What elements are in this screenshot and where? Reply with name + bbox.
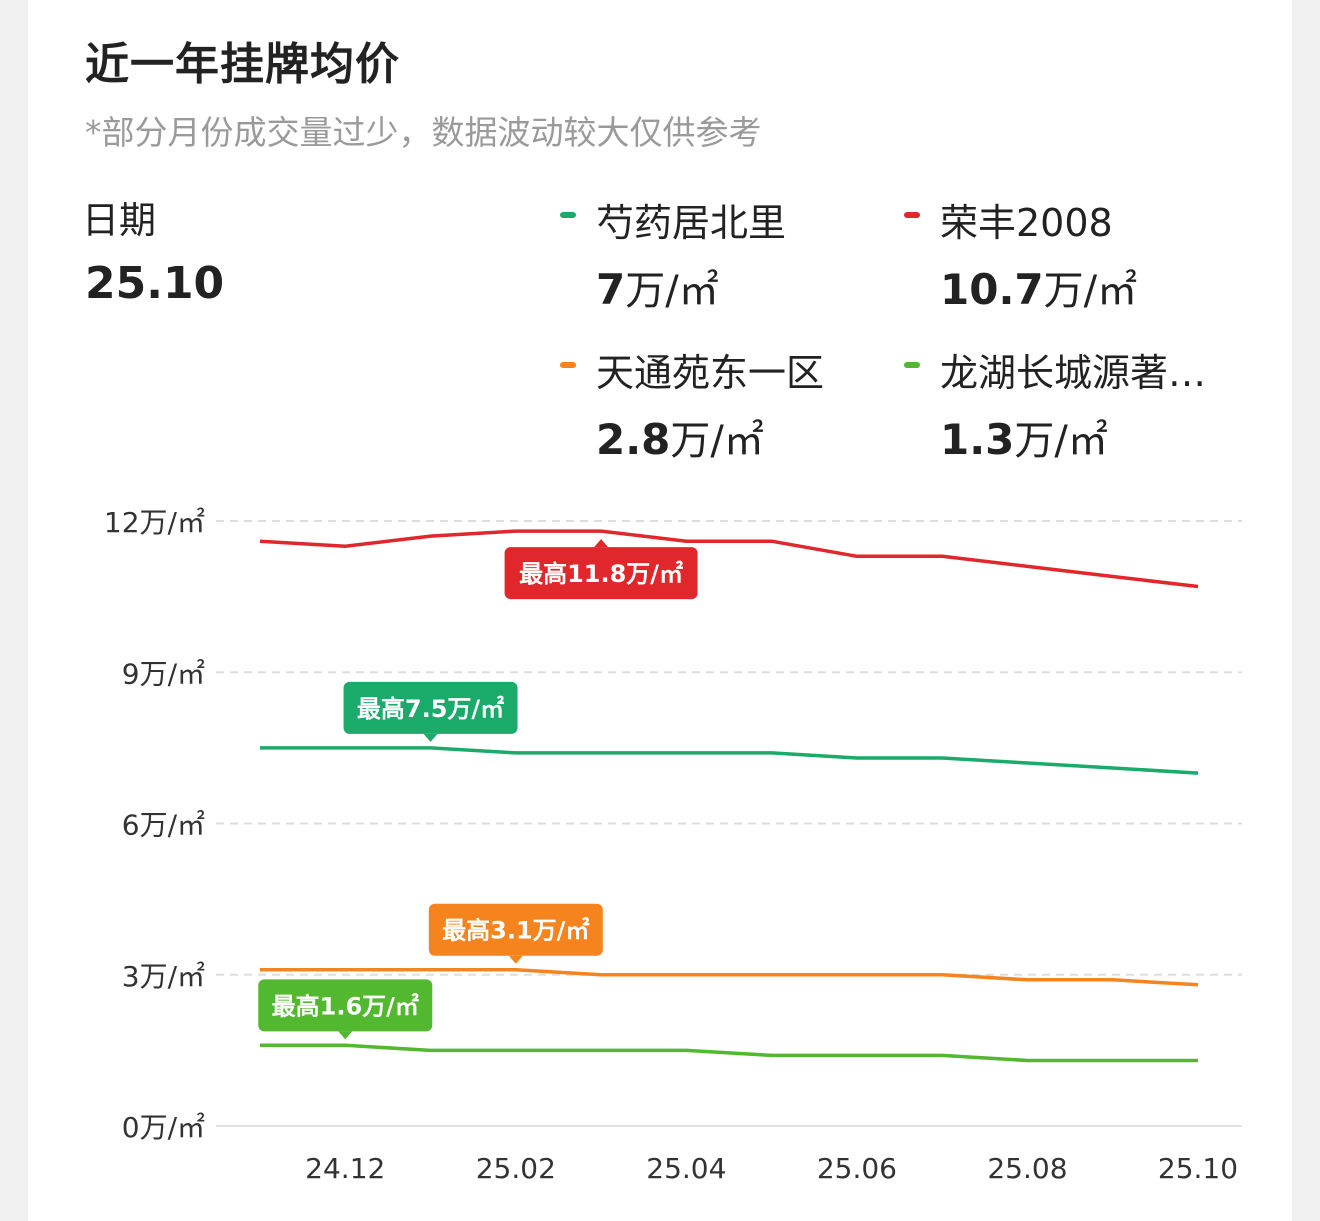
legend-value: 1.3万/㎡: [940, 415, 1108, 464]
legend-color-dash: [904, 362, 920, 368]
chart-series: [259, 529, 1199, 1063]
legend-color-dash: [560, 212, 576, 218]
svg-text:最高11.8万/㎡: 最高11.8万/㎡: [519, 560, 683, 588]
max-tooltip: 最高11.8万/㎡: [504, 539, 698, 600]
y-tick-label: 0万/㎡: [122, 1111, 205, 1144]
y-tick-label: 12万/㎡: [104, 506, 205, 539]
legend-name: 芍药居北里: [596, 201, 787, 245]
legend-name: 龙湖长城源著…: [940, 351, 1207, 395]
series-line[interactable]: [260, 1043, 1198, 1063]
max-tooltip: 最高7.5万/㎡: [343, 681, 518, 742]
series-line[interactable]: [259, 529, 1199, 589]
y-tick-label: 9万/㎡: [122, 657, 205, 690]
selected-date-value: 25.10: [85, 258, 225, 309]
x-tick-label: 25.02: [476, 1152, 556, 1185]
chart-gridlines: [216, 520, 1242, 1127]
max-tooltip: 最高3.1万/㎡: [428, 903, 603, 964]
price-trend-card: [28, 0, 1292, 1221]
legend-value: 7万/㎡: [596, 265, 719, 314]
x-tick-label: 25.08: [987, 1152, 1067, 1185]
series-line[interactable]: [260, 746, 1199, 775]
y-axis: 0万/㎡ 3万/㎡ 6万/㎡ 9万/㎡ 12万/㎡: [104, 506, 205, 1144]
x-tick-label: 25.04: [646, 1152, 726, 1185]
date-label: 日期: [82, 199, 156, 242]
y-tick-label: 3万/㎡: [122, 960, 205, 993]
legend-name: 天通苑东一区: [596, 351, 825, 395]
series-line[interactable]: [260, 967, 1199, 987]
legend-color-dash: [560, 362, 576, 368]
x-tick-label: 25.06: [817, 1152, 897, 1185]
legend-name: 荣丰2008: [940, 201, 1113, 245]
svg-text:最高7.5万/㎡: 最高7.5万/㎡: [357, 695, 504, 723]
max-tooltip: 最高1.6万/㎡: [258, 979, 433, 1040]
legend-color-dash: [904, 212, 920, 218]
legend-value: 2.8万/㎡: [596, 415, 764, 464]
svg-text:最高3.1万/㎡: 最高3.1万/㎡: [442, 917, 589, 945]
y-tick-label: 6万/㎡: [122, 809, 205, 842]
disclaimer-note: *部分月份成交量过少，数据波动较大仅供参考: [85, 113, 762, 152]
legend-value: 10.7万/㎡: [940, 265, 1138, 314]
page-title: 近一年挂牌均价: [85, 39, 400, 90]
x-tick-label: 24.12: [305, 1152, 385, 1185]
svg-text:最高1.6万/㎡: 最高1.6万/㎡: [272, 992, 419, 1020]
x-axis: 24.12 25.02 25.04 25.06 25.08 25.10: [305, 1152, 1238, 1185]
x-tick-label: 25.10: [1158, 1152, 1238, 1185]
